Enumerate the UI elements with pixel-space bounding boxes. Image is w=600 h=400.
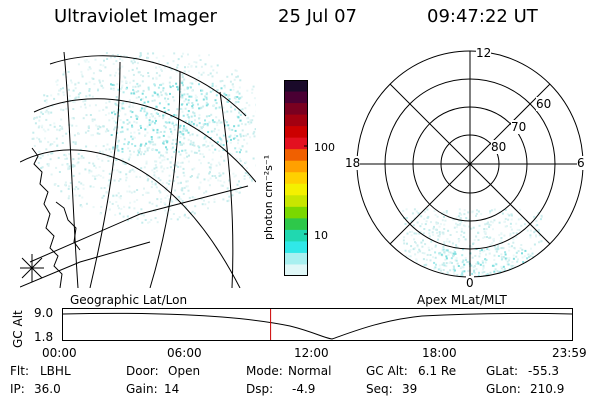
timeline-axis-label: GC Alt [11,310,25,348]
geo-lon-line [219,91,234,288]
geo-lat-line [20,149,241,288]
mode-value: Normal [288,364,332,378]
polar-plot [356,50,584,278]
gc-alt-label: GC Alt: [366,364,408,378]
date-label: 25 Jul 07 [278,6,357,27]
geo-pole-marker [20,254,44,282]
geo-lon-line [149,71,181,288]
polar-panel-label: Apex MLat/MLT [417,293,507,307]
timeline-y-top: 9.0 [34,306,54,320]
geo-horizon-line [29,185,249,263]
ip-value: 36.0 [34,382,61,396]
colorbar-tick-100: 100 [314,141,335,154]
mlt-label-6: 6 [577,156,585,170]
altitude-timeline [62,308,573,341]
seq-label: Seq: [366,382,393,396]
colorbar-unit-label: photon cm⁻²s⁻¹ [262,154,275,240]
time-label: 09:47:22 UT [427,6,538,27]
geographic-image [20,52,256,288]
coastline [55,201,81,251]
geo-lon-line [63,52,79,288]
geo-lon-line [89,61,121,288]
gc-alt-value: 6.1 Re [418,364,457,378]
door-value: Open [168,364,201,378]
seq-value: 39 [402,382,418,396]
door-label: Door: [126,364,159,378]
colorbar-tick-10: 10 [314,229,328,242]
coastline [31,147,63,288]
ip-label: IP: [10,382,25,396]
timeline-y-bottom: 1.8 [34,330,54,344]
timeline-tick-0000: 00:00 [42,346,77,360]
geo-horizon-line [20,241,151,288]
gain-label: Gain: [126,382,158,396]
geo-lat-line [33,98,256,183]
geo-lat-line [49,55,247,117]
mlat-label-60: 60 [536,97,552,111]
mode-label: Mode: [246,364,283,378]
polar-aurora-pixels [402,208,544,277]
mlat-label-70: 70 [511,120,527,134]
glat-label: GLat: [486,364,519,378]
mlt-label-18: 18 [345,156,361,170]
colorbar-gradient [284,80,308,276]
polar-diagonal [389,83,551,245]
glon-value: 210.9 [530,382,565,396]
mlat-label-80: 80 [491,140,507,154]
timeline-tick-2359: 23:59 [552,346,587,360]
altitude-curve [62,312,573,340]
dsp-value: -4.9 [292,382,316,396]
filter-value: LBHL [40,364,71,378]
glat-value: -55.3 [528,364,560,378]
mlt-label-0: 0 [466,276,474,290]
colorbar [284,80,308,276]
timeline-tick-0600: 06:00 [167,346,202,360]
filter-label: Flt: [10,364,29,378]
instrument-title: Ultraviolet Imager [54,6,217,27]
dsp-label: Dsp: [246,382,274,396]
timeline-tick-1200: 12:00 [294,346,329,360]
glon-label: GLon: [486,382,521,396]
gain-value: 14 [164,382,180,396]
geo-aurora-pixels [31,52,256,224]
mlt-label-12: 12 [476,46,492,60]
timeline-tick-1800: 18:00 [422,346,457,360]
geo-panel-label: Geographic Lat/Lon [70,293,188,307]
